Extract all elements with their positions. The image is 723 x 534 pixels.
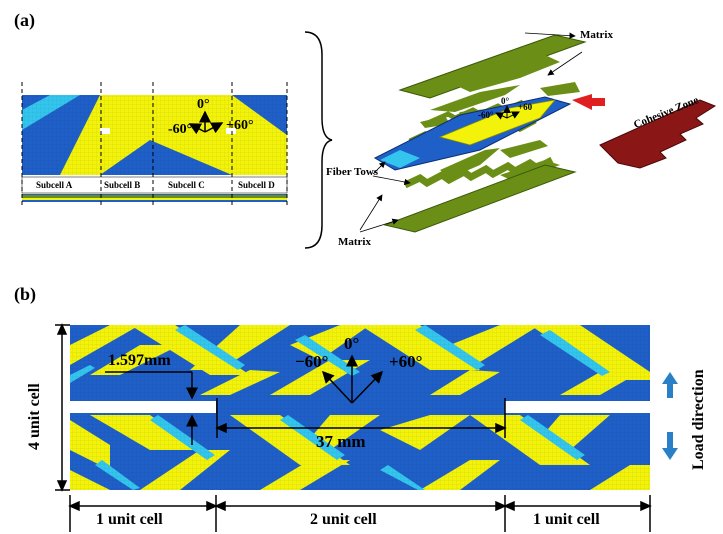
span-dimension-label: 37 mm	[316, 432, 366, 451]
unit-cell-mesh	[21, 82, 288, 205]
exploded-angle-minus: -60°	[478, 110, 494, 120]
angle-plus60-b: +60°	[389, 352, 423, 371]
exploded-angle-zero: 0°	[501, 96, 510, 106]
fiber-tows-label: Fiber Tows	[326, 166, 379, 178]
subcell-a-label: Subcell A	[36, 180, 73, 190]
angle-minus60-a: -60°	[168, 122, 193, 137]
height-dimension-label: 4 unit cell	[26, 383, 43, 450]
subcell-c-label: Subcell C	[168, 180, 205, 190]
matrix-bottom-label: Matrix	[338, 236, 371, 248]
subcell-d-label: Subcell D	[238, 180, 275, 190]
notch-dimension-label: 1.597mm	[108, 352, 171, 369]
bottom-dim-center: 2 unit cell	[310, 511, 377, 528]
subcell-b-label: Subcell B	[104, 180, 141, 190]
angle-plus60-a: +60°	[226, 118, 254, 133]
exploded-view	[359, 32, 717, 233]
specimen-mesh	[55, 323, 678, 532]
angle-zero-a: 0°	[197, 97, 210, 112]
matrix-top-label: Matrix	[580, 29, 613, 41]
exploded-angle-plus: +60	[518, 102, 533, 112]
bottom-dim-left: 1 unit cell	[96, 511, 163, 528]
angle-zero-b: 0°	[344, 334, 360, 353]
bottom-dim-right: 1 unit cell	[533, 511, 600, 528]
panel-b-label: (b)	[14, 284, 36, 304]
panel-a-label: (a)	[14, 10, 35, 30]
curly-brace	[304, 31, 333, 249]
angle-minus60-b: −60°	[295, 352, 329, 371]
load-direction-label: Load direction	[690, 369, 707, 470]
